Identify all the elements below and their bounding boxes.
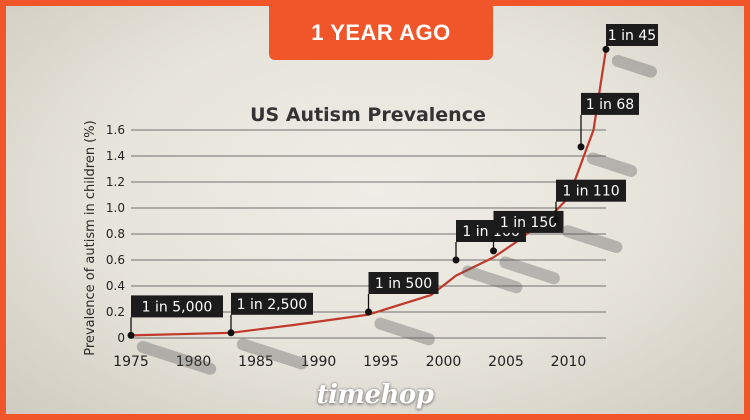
y-tick-label: 0 bbox=[117, 331, 125, 345]
y-tick-label: 1.6 bbox=[106, 123, 125, 137]
y-tick-label: 0.4 bbox=[106, 279, 125, 293]
y-tick-label: 0.8 bbox=[106, 227, 125, 241]
flag-shadow bbox=[611, 54, 657, 78]
flag-shadow bbox=[499, 256, 560, 285]
data-point bbox=[577, 143, 585, 151]
x-tick-label: 1985 bbox=[238, 354, 274, 370]
x-tick-label: 2010 bbox=[551, 354, 587, 370]
annotation-label: 1 in 2,500 bbox=[237, 297, 308, 313]
paper-background: US Autism Prevalence Prevalence of autis… bbox=[6, 6, 744, 414]
annotation-box bbox=[231, 292, 313, 315]
chart-title: US Autism Prevalence bbox=[250, 104, 486, 126]
x-tick-label: 1980 bbox=[176, 354, 212, 370]
flag-shadow bbox=[236, 338, 308, 370]
flag-shadow bbox=[561, 225, 623, 254]
annotation-box bbox=[556, 179, 626, 202]
chart: US Autism Prevalence Prevalence of autis… bbox=[83, 24, 658, 375]
data-point bbox=[602, 45, 610, 53]
y-tick-label: 1.0 bbox=[106, 201, 125, 215]
annotation-box bbox=[581, 92, 639, 115]
data-point bbox=[127, 331, 135, 339]
year-ago-banner: 1 YEAR AGO bbox=[269, 6, 493, 60]
y-axis-label: Prevalence of autism in children (%) bbox=[83, 120, 98, 355]
annotation-box bbox=[606, 24, 658, 46]
data-point bbox=[452, 256, 460, 264]
y-tick-label: 1.2 bbox=[106, 175, 125, 189]
x-tick-label: 1995 bbox=[363, 354, 399, 370]
annotation-box bbox=[368, 272, 439, 294]
annotation-label: 1 in 5,000 bbox=[142, 299, 213, 315]
y-tick-label: 1.4 bbox=[106, 149, 125, 163]
y-tick-label: 0.6 bbox=[106, 253, 125, 267]
x-tick-label: 2005 bbox=[488, 354, 524, 370]
annotation-label: 1 in 150 bbox=[500, 215, 557, 231]
annotation-box bbox=[493, 210, 564, 233]
data-point bbox=[552, 216, 560, 224]
annotation-label: 1 in 500 bbox=[375, 276, 432, 292]
annotation-box bbox=[131, 295, 223, 318]
x-tick-label: 1975 bbox=[113, 354, 149, 370]
annotation-label: 1 in 68 bbox=[586, 97, 634, 113]
x-tick-label: 2000 bbox=[426, 354, 462, 370]
flag-shadow bbox=[374, 317, 435, 346]
flag-shadow bbox=[586, 152, 638, 177]
annotation-label: 1 in 45 bbox=[608, 28, 656, 44]
timehop-logo: timehop bbox=[316, 380, 434, 410]
data-point bbox=[227, 329, 235, 337]
y-tick-label: 0.2 bbox=[106, 305, 125, 319]
x-tick-label: 1990 bbox=[301, 354, 337, 370]
data-point bbox=[365, 308, 372, 316]
flag-shadow bbox=[136, 340, 217, 375]
annotation-label: 1 in 110 bbox=[562, 184, 619, 200]
flag-shadow bbox=[461, 265, 523, 294]
data-point bbox=[490, 247, 497, 255]
